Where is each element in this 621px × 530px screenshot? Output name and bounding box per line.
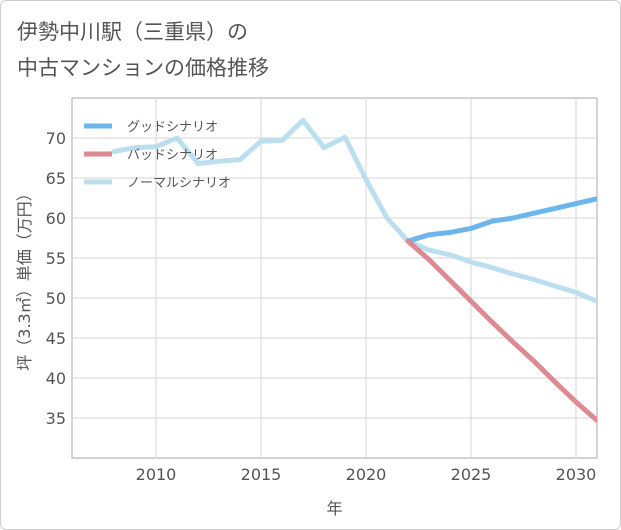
series-line-1 [405,238,597,423]
x-tick-label: 2020 [346,465,387,484]
x-axis-label: 年 [326,499,342,518]
y-tick-label: 50 [46,289,66,308]
y-axis-label: 坪（3.3㎡）単価（万円） [15,185,34,370]
x-tick-label: 2015 [241,465,282,484]
y-tick-label: 60 [46,209,66,228]
y-tick-label: 40 [46,369,66,388]
y-tick-label: 35 [46,409,66,428]
y-tick-label: 55 [46,249,66,268]
x-tick-label: 2010 [136,465,177,484]
title-line-2: 中古マンションの価格推移 [17,56,269,80]
legend-label-0: グッドシナリオ [127,120,218,135]
x-tick-label: 2025 [451,465,492,484]
series-line-0 [405,196,597,244]
legend-label-1: バッドシナリオ [127,148,218,163]
y-tick-label: 70 [46,129,66,148]
y-tick-label: 65 [46,169,66,188]
series-line-2 [111,117,597,304]
legend-label-2: ノーマルシナリオ [127,176,231,191]
chart-title: 伊勢中川駅（三重県）の 中古マンションの価格推移 [17,14,269,86]
y-tick-label: 45 [46,329,66,348]
plot-area [71,97,598,459]
x-tick-label: 2030 [556,465,597,484]
title-line-1: 伊勢中川駅（三重県）の [17,20,248,44]
